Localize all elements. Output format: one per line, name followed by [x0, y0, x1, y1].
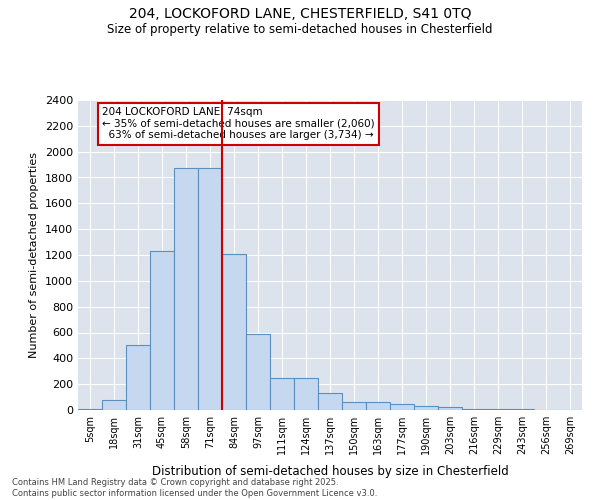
Bar — [78, 408, 102, 410]
Text: 204 LOCKOFORD LANE: 74sqm
← 35% of semi-detached houses are smaller (2,060)
  63: 204 LOCKOFORD LANE: 74sqm ← 35% of semi-… — [102, 108, 374, 140]
Bar — [342, 402, 366, 410]
Text: Contains HM Land Registry data © Crown copyright and database right 2025.
Contai: Contains HM Land Registry data © Crown c… — [12, 478, 377, 498]
Bar — [198, 168, 222, 410]
Text: Size of property relative to semi-detached houses in Chesterfield: Size of property relative to semi-detach… — [107, 22, 493, 36]
Bar — [126, 346, 150, 410]
Bar — [246, 334, 270, 410]
Text: Distribution of semi-detached houses by size in Chesterfield: Distribution of semi-detached houses by … — [152, 465, 508, 478]
Bar — [318, 393, 342, 410]
Bar — [390, 404, 414, 410]
Bar — [438, 407, 462, 410]
Bar — [414, 406, 438, 410]
Bar — [462, 408, 486, 410]
Y-axis label: Number of semi-detached properties: Number of semi-detached properties — [29, 152, 40, 358]
Bar — [102, 400, 126, 410]
Bar — [222, 254, 246, 410]
Bar — [270, 378, 294, 410]
Text: 204, LOCKOFORD LANE, CHESTERFIELD, S41 0TQ: 204, LOCKOFORD LANE, CHESTERFIELD, S41 0… — [129, 8, 471, 22]
Bar — [150, 251, 174, 410]
Bar — [366, 402, 390, 410]
Bar — [294, 378, 318, 410]
Bar — [174, 168, 198, 410]
